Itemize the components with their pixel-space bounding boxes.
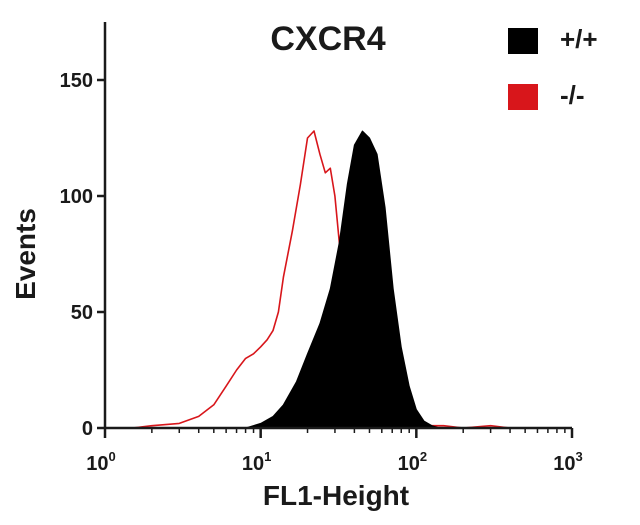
- plot-area: [132, 130, 511, 429]
- y-tick-label: 100: [60, 186, 93, 208]
- x-tick-label: 100: [86, 449, 115, 475]
- legend-label-plus-plus: +/+: [560, 24, 598, 54]
- legend-swatch-minus-minus: [508, 84, 538, 110]
- x-tick-label: 102: [398, 449, 427, 475]
- axes: 0 50 100 150 100 101 102 103: [60, 22, 583, 475]
- y-axis-label: Events: [10, 208, 41, 300]
- y-tick-label: 50: [71, 302, 93, 324]
- y-tick-label: 150: [60, 70, 93, 92]
- legend-label-minus-minus: -/-: [560, 80, 585, 110]
- chart-title: CXCR4: [270, 20, 385, 58]
- legend: +/+ -/-: [508, 24, 598, 110]
- series-plus-plus-histogram: [245, 130, 440, 429]
- x-tick-label: 101: [242, 449, 271, 475]
- x-axis-label: FL1-Height: [263, 480, 409, 511]
- y-tick-label: 0: [82, 418, 93, 440]
- legend-swatch-plus-plus: [508, 28, 538, 54]
- x-tick-label: 103: [553, 449, 582, 475]
